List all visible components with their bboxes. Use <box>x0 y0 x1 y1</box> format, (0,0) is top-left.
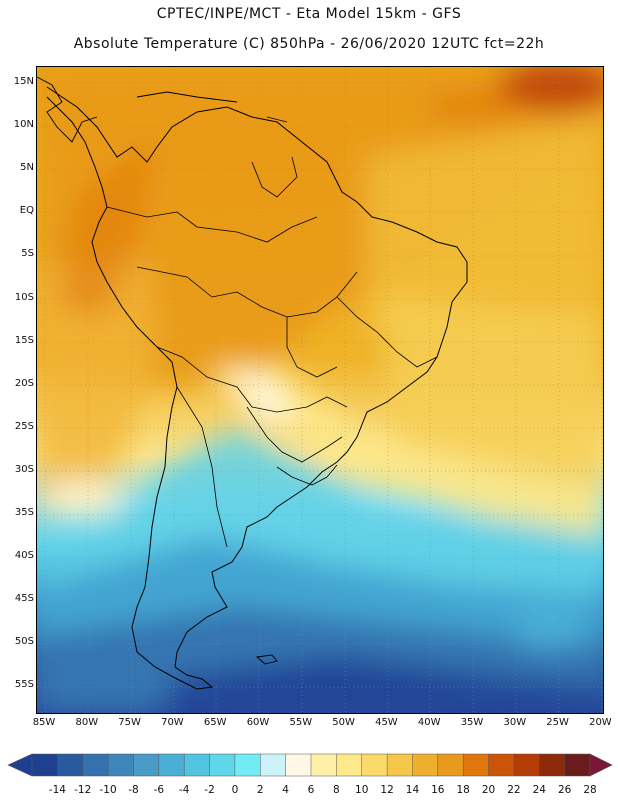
legend-swatch <box>513 753 540 777</box>
longitude-label: 20W <box>589 717 612 728</box>
longitude-label: 25W <box>546 717 569 728</box>
latitude-label: 15S <box>14 334 34 346</box>
latitude-label: 20S <box>14 377 34 389</box>
central-america-coastline <box>37 76 288 143</box>
latitude-label: 5N <box>20 162 34 174</box>
longitude-label: 85W <box>32 717 56 728</box>
legend-swatch <box>31 753 58 777</box>
longitude-label: 65W <box>203 717 227 728</box>
falkland-islands <box>255 654 278 665</box>
legend-swatch <box>437 753 464 777</box>
legend-tick-label: 20 <box>481 784 496 796</box>
latitude-label: 5S <box>21 248 34 260</box>
legend-tick-label: 26 <box>557 784 572 796</box>
legend-tick-label: -6 <box>153 784 165 796</box>
longitude-label: 60W <box>246 717 270 728</box>
longitude-label: 70W <box>161 717 184 728</box>
longitude-label: 50W <box>332 717 355 728</box>
longitude-label: 40W <box>417 717 441 728</box>
temperature-shading <box>37 67 603 713</box>
legend-tick-label: -10 <box>99 784 117 796</box>
legend-tick-label: -12 <box>74 784 92 796</box>
legend-tick-label: 8 <box>333 784 340 796</box>
legend-swatch <box>361 753 388 777</box>
longitude-label: 45W <box>375 717 398 728</box>
longitude-label: 55W <box>289 717 313 728</box>
legend-tick-label: 4 <box>282 784 289 796</box>
legend-tick-label: 2 <box>256 784 264 796</box>
legend-arrow-low <box>7 753 33 777</box>
legend-tick-label: 22 <box>507 784 521 796</box>
chart-title-line-1: CPTEC/INPE/MCT - Eta Model 15km - GFS <box>156 6 462 22</box>
legend-arrow-high <box>589 753 613 777</box>
legend-swatch <box>107 753 135 777</box>
map-canvas <box>37 67 603 713</box>
color-legend <box>7 753 613 777</box>
legend-swatch <box>412 753 439 777</box>
legend-swatch <box>462 753 490 777</box>
legend-swatch <box>57 753 84 777</box>
latitude-label: EQ <box>19 205 34 217</box>
legend-swatch <box>386 753 414 777</box>
latitude-label: 30S <box>14 463 34 475</box>
legend-tick-label: 10 <box>355 784 369 796</box>
longitude-label: 75W <box>118 717 141 728</box>
legend-tick-label: -2 <box>204 784 215 796</box>
legend-tick-label: 0 <box>231 784 239 796</box>
legend-tick-label: 12 <box>380 784 394 796</box>
south-america-coastline <box>46 86 468 690</box>
legend-swatch <box>158 753 185 777</box>
latitude-label: 10N <box>13 119 34 131</box>
legend-tick-label: 24 <box>532 784 546 796</box>
legend-swatch <box>285 753 312 777</box>
legend-tick-label: 14 <box>405 784 420 796</box>
legend-swatch <box>82 753 109 777</box>
latitude-label: 35S <box>14 507 34 518</box>
legend-tick-label: 18 <box>456 784 470 796</box>
legend-swatch <box>234 753 261 777</box>
chart-title-line-2: Absolute Temperature (C) 850hPa - 26/06/… <box>73 36 545 52</box>
legend-swatch <box>539 753 566 777</box>
legend-swatch <box>336 753 363 777</box>
latitude-label: 45S <box>14 593 34 605</box>
latitude-label: 55S <box>14 679 34 691</box>
legend-tick-label: 6 <box>307 784 315 796</box>
legend-tick-label: -8 <box>128 784 139 796</box>
legend-swatch <box>260 753 287 777</box>
temperature-map <box>36 66 604 714</box>
longitude-label: 30W <box>503 717 527 728</box>
legend-swatch <box>209 753 236 777</box>
legend-swatch <box>488 753 515 777</box>
latitude-label: 25S <box>14 420 34 432</box>
legend-tick-label: 16 <box>431 784 445 796</box>
legend-swatch <box>564 753 591 777</box>
latitude-label: 10S <box>14 291 34 303</box>
legend-tick-label: -4 <box>178 784 190 796</box>
legend-swatch <box>310 753 337 777</box>
legend-swatch <box>133 753 160 777</box>
legend-swatch <box>183 753 211 777</box>
latitude-label: 15N <box>13 76 34 87</box>
country-borders <box>106 156 438 548</box>
longitude-label: 35W <box>460 717 484 728</box>
legend-tick-label: 28 <box>583 784 597 796</box>
legend-tick-label: -14 <box>48 784 66 796</box>
latitude-label: 40S <box>14 550 34 562</box>
latitude-label: 50S <box>14 636 34 648</box>
longitude-label: 80W <box>75 717 99 728</box>
